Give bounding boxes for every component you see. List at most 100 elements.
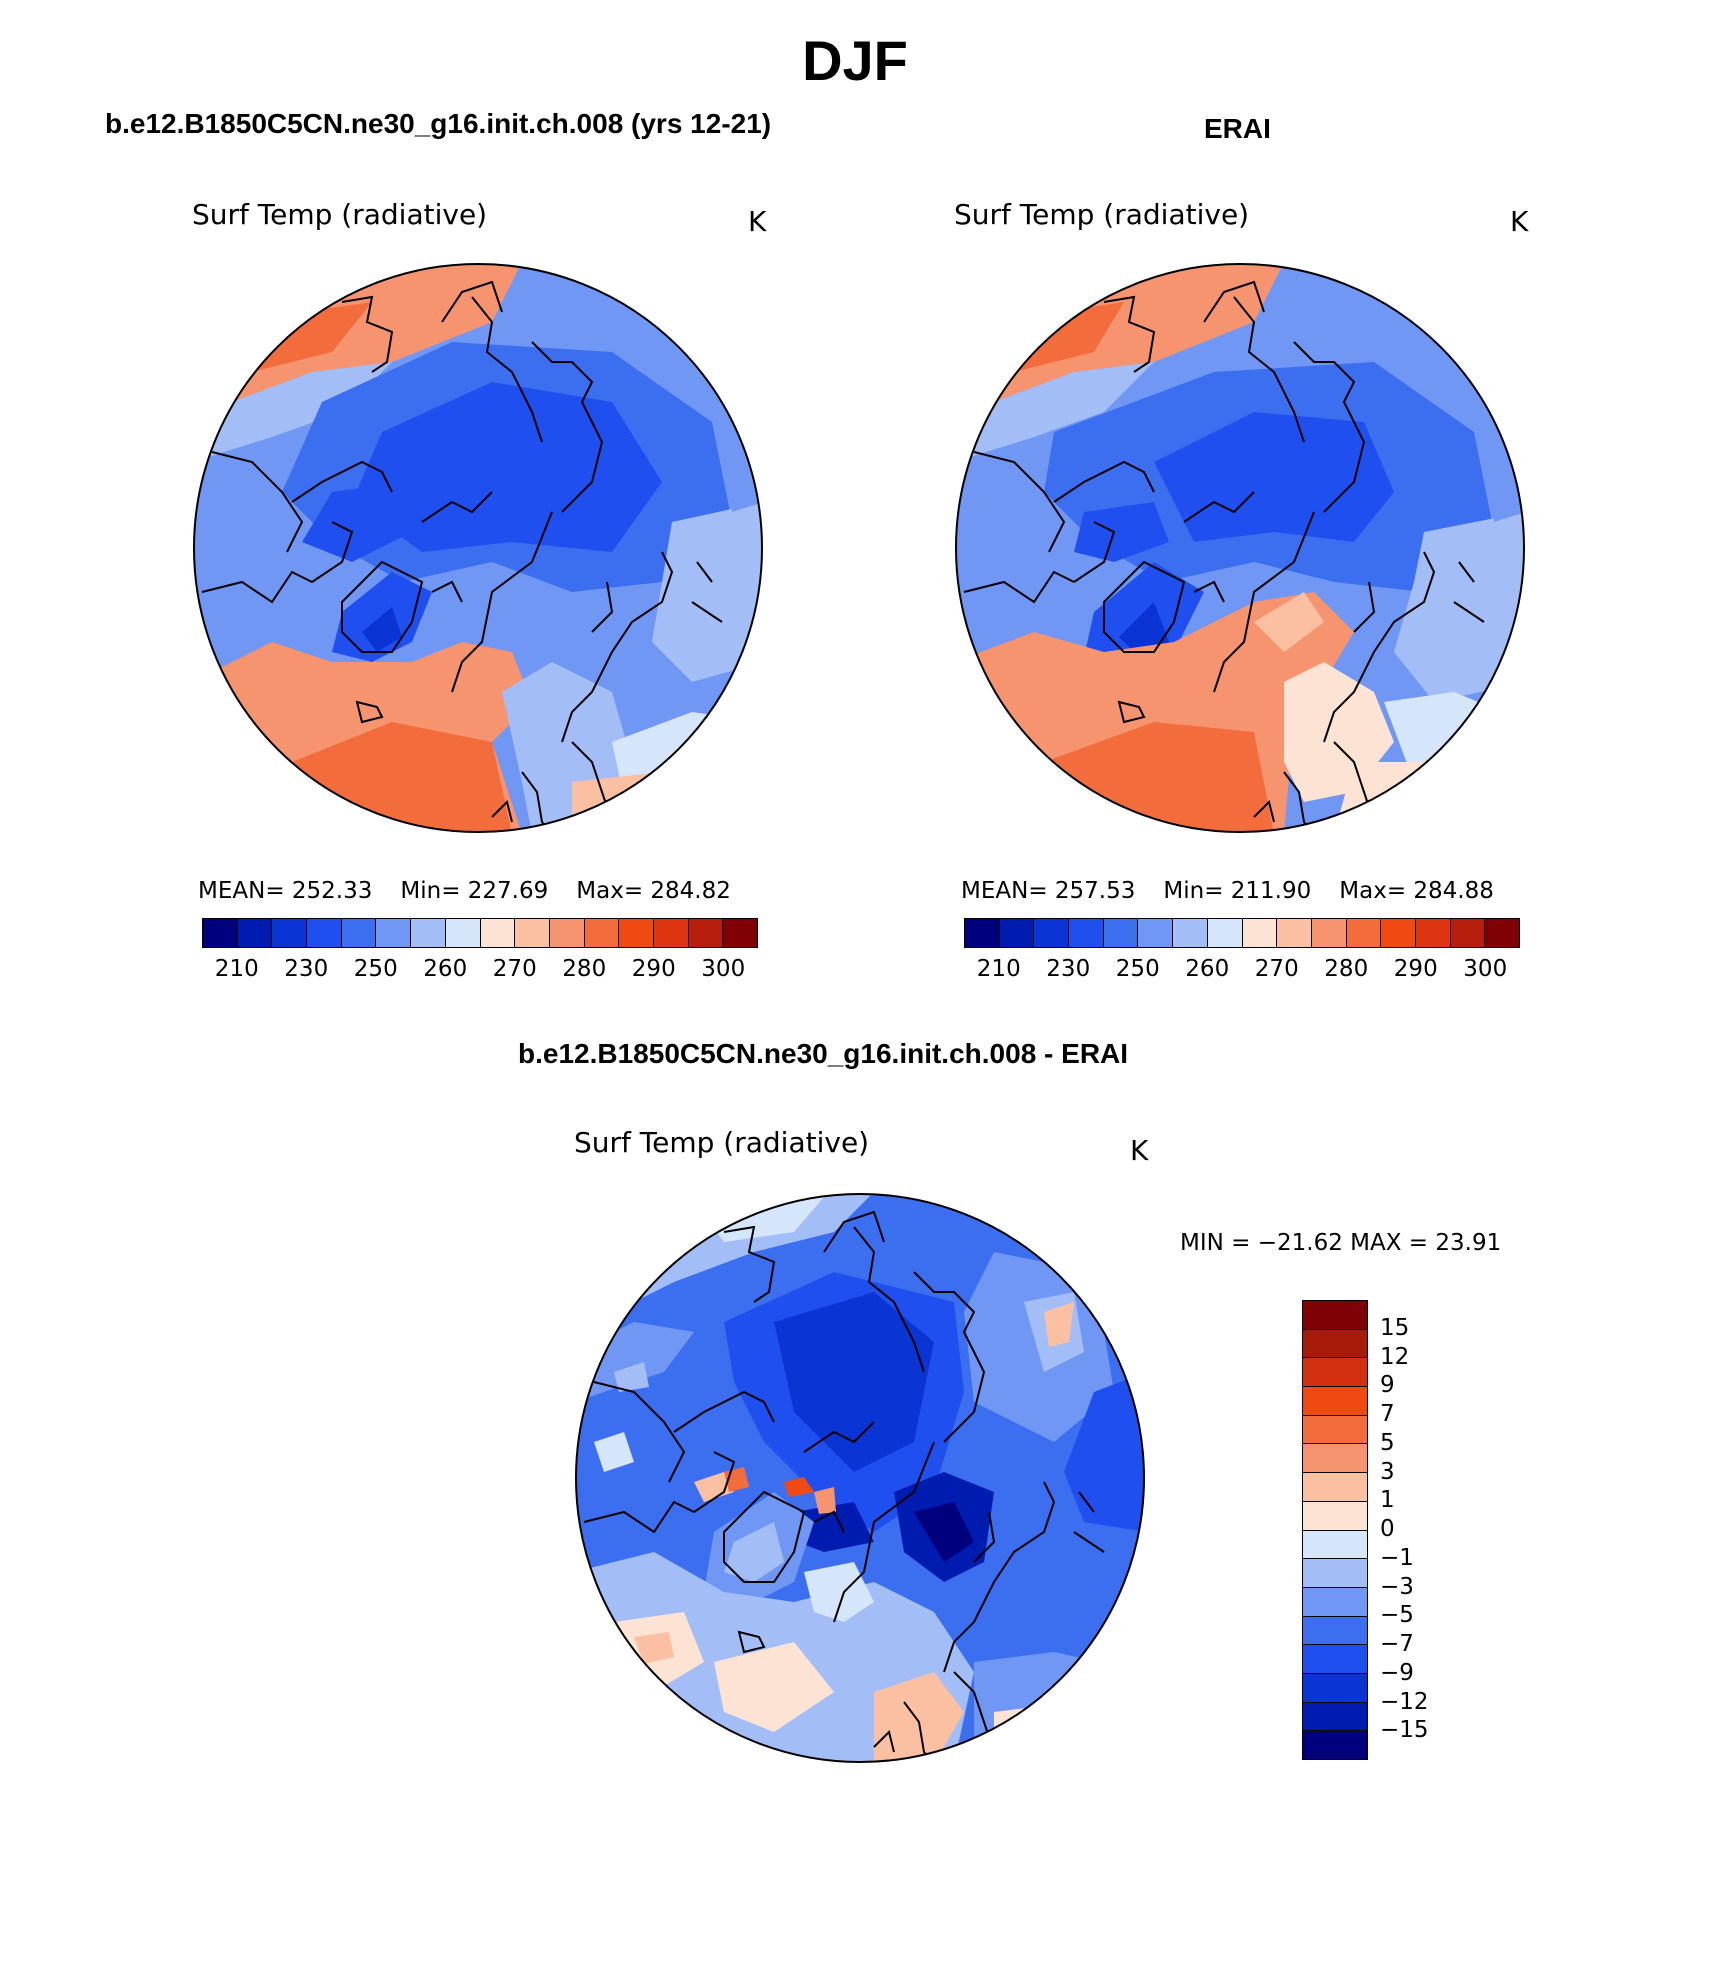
colorbar-tick-label: 300 [1463,956,1508,982]
colorbar-swatch [1242,919,1278,947]
obs-colorbar-ticks: 210 230 250 260 270 280 290 300 [964,956,1520,986]
colorbar-swatch [1311,919,1347,947]
colorbar-swatch [1303,1731,1367,1759]
colorbar-swatch [376,919,412,947]
colorbar-swatch [1303,1415,1367,1445]
colorbar-swatch [1303,1702,1367,1732]
colorbar-swatch [307,919,342,947]
colorbar-swatch [1173,919,1208,947]
colorbar-tick-label: 290 [631,956,676,982]
colorbar-tick-label: 230 [1046,956,1091,982]
colorbar-swatch [1485,919,1519,947]
colorbar-swatch [515,919,550,947]
diff-colorbar-ticks: 15 12 9 7 5 3 1 0 −1 −3 −5 −7 −9 −12 −15 [1380,1300,1460,1760]
obs-min: Min= 211.90 [1163,878,1312,904]
colorbar-tick-label: 270 [492,956,537,982]
colorbar-swatch [1303,1645,1367,1674]
main-title: DJF [802,29,908,92]
colorbar-swatch [1207,919,1243,947]
colorbar-swatch [1415,919,1451,947]
colorbar-swatch [1069,919,1104,947]
colorbar-swatch [1303,1444,1367,1474]
colorbar-tick-label: 210 [214,956,259,982]
obs-colorbar [964,918,1520,948]
colorbar-tick-label: 250 [1115,956,1160,982]
colorbar-tick-label: 12 [1380,1343,1410,1370]
colorbar-swatch [1303,1358,1367,1388]
obs-units-label: K [1510,205,1529,238]
colorbar-swatch [1277,919,1312,947]
diff-colorbar [1302,1300,1368,1760]
colorbar-tick-label: 15 [1380,1314,1410,1341]
colorbar-tick-label: 1 [1380,1487,1395,1514]
colorbar-swatch [1303,1301,1367,1330]
colorbar-swatch [549,919,585,947]
colorbar-swatch [999,919,1035,947]
colorbar-swatch [411,919,446,947]
colorbar-tick-label: 260 [423,956,468,982]
colorbar-tick-label: −1 [1380,1544,1414,1571]
colorbar-swatch [203,919,238,947]
colorbar-tick-label: 300 [701,956,746,982]
model-stats: MEAN= 252.33 Min= 227.69 Max= 284.82 [198,878,759,904]
obs-variable-label: Surf Temp (radiative) [954,198,1250,231]
model-max: Max= 284.82 [576,878,731,904]
colorbar-swatch [619,919,654,947]
colorbar-tick-label: 0 [1380,1516,1395,1542]
obs-max: Max= 284.88 [1339,878,1494,904]
colorbar-swatch [237,919,273,947]
diff-units-label: K [1130,1134,1149,1167]
colorbar-swatch [584,919,620,947]
colorbar-swatch [1303,1387,1367,1416]
colorbar-swatch [1303,1673,1367,1703]
model-colorbar [202,918,758,948]
colorbar-swatch [1303,1473,1367,1502]
colorbar-tick-label: −5 [1380,1602,1414,1629]
obs-stats: MEAN= 257.53 Min= 211.90 Max= 284.88 [961,878,1522,904]
colorbar-tick-label: −15 [1380,1717,1429,1744]
colorbar-swatch [688,919,724,947]
colorbar-swatch [965,919,1000,947]
colorbar-swatch [1303,1329,1367,1359]
colorbar-swatch [480,919,516,947]
colorbar-tick-label: 290 [1393,956,1438,982]
model-colorbar-ticks: 210 230 250 260 270 280 290 300 [202,956,758,986]
colorbar-tick-label: −7 [1380,1631,1414,1657]
colorbar-swatch [1103,919,1139,947]
colorbar-swatch [653,919,689,947]
colorbar-swatch [1346,919,1382,947]
obs-mean: MEAN= 257.53 [961,878,1136,904]
colorbar-tick-label: 210 [976,956,1021,982]
model-mean: MEAN= 252.33 [198,878,373,904]
colorbar-tick-label: 7 [1380,1401,1395,1427]
colorbar-swatch [445,919,481,947]
model-panel-subtitle: b.e12.B1850C5CN.ne30_g16.init.ch.008 (yr… [105,108,772,139]
colorbar-tick-label: −12 [1380,1688,1429,1715]
colorbar-tick-label: −3 [1380,1573,1414,1600]
colorbar-tick-label: −9 [1380,1659,1414,1686]
colorbar-swatch [1303,1616,1367,1646]
colorbar-swatch [1303,1530,1367,1560]
diff-polar-map [575,1193,1145,1763]
colorbar-swatch [1303,1587,1367,1617]
colorbar-swatch [1450,919,1486,947]
colorbar-tick-label: 270 [1254,956,1299,982]
colorbar-swatch [1303,1559,1367,1588]
model-min: Min= 227.69 [400,878,549,904]
colorbar-swatch [341,919,377,947]
colorbar-swatch [1381,919,1416,947]
colorbar-tick-label: 280 [1324,956,1369,982]
model-units-label: K [748,205,767,238]
colorbar-tick-label: 9 [1380,1372,1395,1399]
diff-variable-label: Surf Temp (radiative) [574,1126,870,1159]
colorbar-tick-label: 5 [1380,1429,1395,1456]
diff-minmax: MIN = −21.62 MAX = 23.91 [1180,1230,1502,1256]
colorbar-tick-label: 3 [1380,1458,1395,1485]
colorbar-tick-label: 230 [284,956,329,982]
colorbar-swatch [1138,919,1174,947]
colorbar-tick-label: 280 [562,956,607,982]
obs-panel-subtitle: ERAI [1204,113,1271,144]
colorbar-swatch [272,919,308,947]
model-polar-map [193,263,763,833]
model-variable-label: Surf Temp (radiative) [192,198,488,231]
